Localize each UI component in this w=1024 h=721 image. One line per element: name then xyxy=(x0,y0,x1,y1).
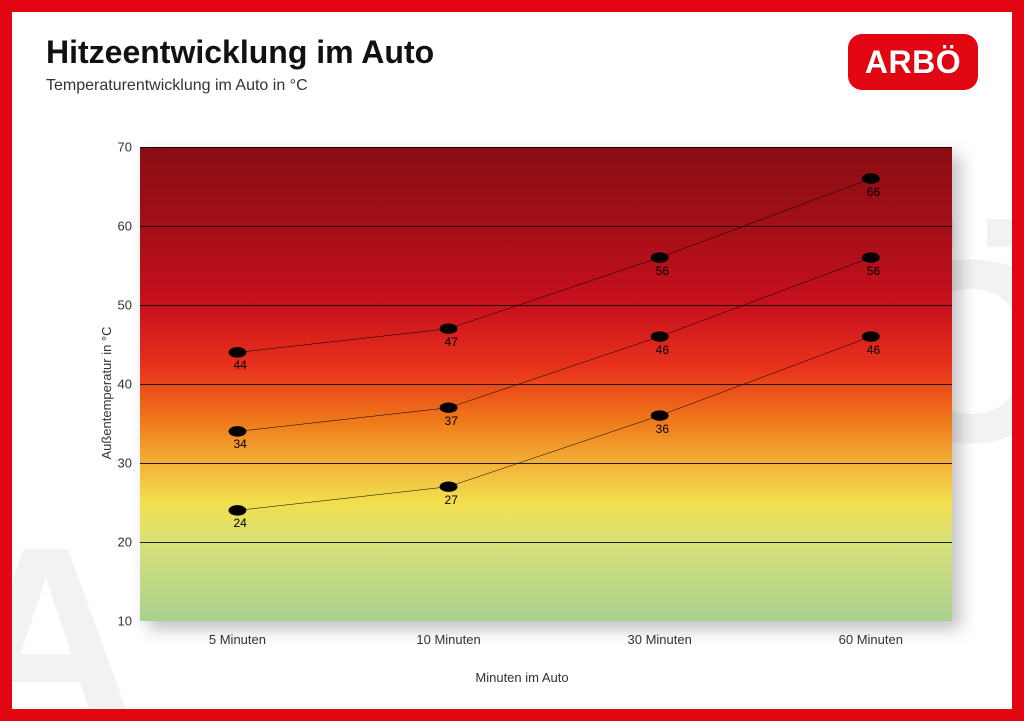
point-value-label: 36 xyxy=(656,422,669,436)
series-line xyxy=(237,258,870,432)
outer-frame: A Ö Hitzeentwicklung im Auto Temperature… xyxy=(0,0,1024,721)
series-marker xyxy=(651,410,669,420)
page-subtitle: Temperaturentwicklung im Auto in °C xyxy=(46,77,978,95)
point-value-label: 66 xyxy=(867,185,880,199)
series-marker xyxy=(440,402,458,412)
series-marker xyxy=(862,331,880,341)
point-value-label: 24 xyxy=(233,516,246,530)
plot-area: 24 27 36 46 34 37 46 56 44 47 56 66 xyxy=(140,147,952,621)
x-tick: 5 Minuten xyxy=(209,632,266,647)
brand-logo-text: ARBÖ xyxy=(865,44,961,81)
point-value-label: 44 xyxy=(233,358,246,372)
y-tick: 10 xyxy=(102,614,132,629)
series-marker xyxy=(229,347,247,357)
y-tick: 20 xyxy=(102,535,132,550)
x-tick-container: 5 Minuten10 Minuten30 Minuten60 Minuten xyxy=(140,621,952,639)
point-value-label: 27 xyxy=(445,493,458,507)
series-marker xyxy=(229,426,247,436)
y-tick: 70 xyxy=(102,140,132,155)
series-marker xyxy=(862,252,880,262)
chart: Außentemperatur in °C Minuten im Auto 10… xyxy=(92,147,952,639)
point-value-label: 56 xyxy=(656,264,669,278)
y-tick: 40 xyxy=(102,377,132,392)
series-line xyxy=(237,337,870,511)
point-value-label: 37 xyxy=(445,414,458,428)
series-marker xyxy=(651,331,669,341)
page-title: Hitzeentwicklung im Auto xyxy=(46,34,978,71)
point-value-label: 46 xyxy=(656,343,669,357)
point-value-label: 47 xyxy=(445,335,458,349)
y-tick: 30 xyxy=(102,455,132,470)
point-value-label: 46 xyxy=(867,343,880,357)
y-tick: 60 xyxy=(102,218,132,233)
point-value-label: 34 xyxy=(233,437,246,451)
series-marker xyxy=(651,252,669,262)
brand-logo: ARBÖ xyxy=(848,34,978,90)
series-marker xyxy=(862,173,880,183)
x-tick: 60 Minuten xyxy=(839,632,903,647)
y-tick: 50 xyxy=(102,297,132,312)
line-series-svg xyxy=(140,147,952,621)
series-marker xyxy=(440,323,458,333)
series-line xyxy=(237,179,870,353)
x-axis-label: Minuten im Auto xyxy=(475,670,568,685)
x-tick: 30 Minuten xyxy=(628,632,692,647)
series-marker xyxy=(440,481,458,491)
point-value-label: 56 xyxy=(867,264,880,278)
series-marker xyxy=(229,505,247,515)
x-tick: 10 Minuten xyxy=(416,632,480,647)
content-area: A Ö Hitzeentwicklung im Auto Temperature… xyxy=(12,12,1012,709)
